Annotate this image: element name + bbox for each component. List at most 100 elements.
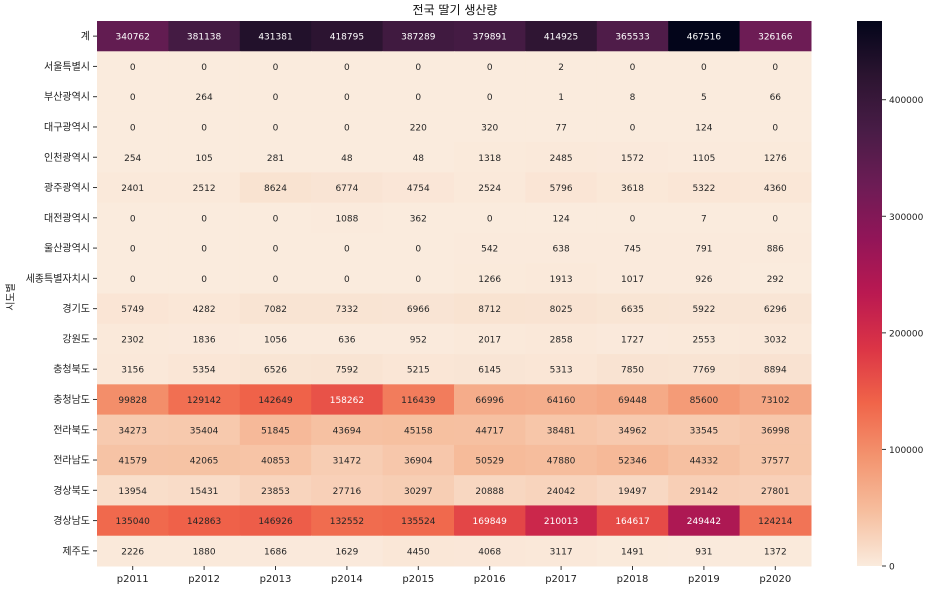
heatmap-cell xyxy=(311,535,384,567)
y-tick-label: 울산광역시 xyxy=(44,243,90,255)
heatmap-cell xyxy=(97,444,169,476)
colorbar-tick-label: 400000 xyxy=(889,96,924,106)
cell-value-label: 64160 xyxy=(547,396,576,406)
cell-value-label: 15431 xyxy=(190,487,219,497)
heatmap-cell xyxy=(311,354,384,385)
cell-value-label: 320 xyxy=(481,123,498,133)
cell-value-label: 7082 xyxy=(264,305,287,315)
heatmap-cell xyxy=(454,414,526,446)
cell-value-label: 1276 xyxy=(764,154,787,164)
y-tick-label: 세종특별자치시 xyxy=(26,273,90,285)
chart-title: 전국 딸기 생산량 xyxy=(413,3,498,17)
cell-value-label: 326166 xyxy=(758,33,793,43)
cell-value-label: 73102 xyxy=(761,396,790,406)
cell-value-label: 3117 xyxy=(550,547,573,557)
x-tick-labels: p2011 p2012 p2013 p2014 p2015 p2016 p2017 p2018… xyxy=(117,566,791,585)
cell-value-label: 264 xyxy=(196,93,213,103)
cell-value-label: 0 xyxy=(630,214,636,224)
cell-value-label: 4068 xyxy=(478,547,501,557)
heatmap-cell xyxy=(97,263,169,294)
heatmap-cell xyxy=(668,81,741,113)
cell-value-label: 3156 xyxy=(121,366,144,376)
heatmap-cell xyxy=(454,142,526,173)
heatmap-cell xyxy=(668,202,741,234)
heatmap-cell xyxy=(739,535,812,567)
heatmap-cell xyxy=(739,293,812,325)
heatmap-cell xyxy=(168,232,241,264)
cell-value-label: 77 xyxy=(555,123,566,133)
heatmap-cell xyxy=(596,384,669,416)
cell-value-label: 4754 xyxy=(407,184,430,194)
heatmap-cell xyxy=(739,475,812,506)
cell-value-label: 0 xyxy=(201,245,207,255)
cell-value-label: 1105 xyxy=(692,154,715,164)
cell-value-label: 431381 xyxy=(258,33,292,43)
cell-value-label: 2226 xyxy=(121,547,144,557)
cell-value-label: 13954 xyxy=(118,487,147,497)
heatmap-cell-labels: 340762 381138 431381 418795 387289 379891 4149… xyxy=(116,33,793,558)
heatmap-cell xyxy=(454,81,526,113)
cell-value-label: 3618 xyxy=(621,184,644,194)
cell-value-label: 0 xyxy=(201,275,207,285)
cell-value-label: 0 xyxy=(772,123,778,133)
heatmap-cell xyxy=(382,535,455,567)
cell-value-label: 0 xyxy=(415,245,421,255)
heatmap-cell xyxy=(525,21,598,52)
cell-value-label: 158262 xyxy=(330,396,364,406)
y-tick-label: 충청남도 xyxy=(53,394,90,406)
heatmap-cell xyxy=(668,293,741,325)
heatmap-cell xyxy=(311,505,384,537)
cell-value-label: 142649 xyxy=(258,396,293,406)
x-tick-label: p2012 xyxy=(188,574,220,585)
cell-value-label: 636 xyxy=(338,335,355,345)
cell-value-label: 38481 xyxy=(547,426,576,436)
cell-value-label: 0 xyxy=(201,214,207,224)
heatmap-cell xyxy=(525,202,598,234)
heatmap-cell xyxy=(668,263,741,294)
cell-value-label: 0 xyxy=(201,63,207,73)
heatmap-cell xyxy=(382,172,455,204)
heatmap-cell xyxy=(97,535,169,567)
cell-value-label: 66996 xyxy=(475,396,504,406)
cell-value-label: 1056 xyxy=(264,335,287,345)
cell-value-label: 2485 xyxy=(550,154,573,164)
heatmap-cell xyxy=(168,51,241,83)
y-tick-label: 부산광역시 xyxy=(44,91,90,103)
cell-value-label: 0 xyxy=(273,245,279,255)
cell-value-label: 0 xyxy=(772,63,778,73)
heatmap-cell xyxy=(596,232,669,264)
cell-value-label: 105 xyxy=(196,154,213,164)
x-tick-label: p2020 xyxy=(759,574,791,585)
heatmap-cell xyxy=(239,21,312,52)
heatmap-cell xyxy=(382,111,455,143)
cell-value-label: 0 xyxy=(344,275,350,285)
heatmap-cell xyxy=(168,172,241,204)
heatmap-cell xyxy=(454,51,526,83)
cell-value-label: 4360 xyxy=(764,184,787,194)
heatmap-cell xyxy=(382,444,455,476)
heatmap-cell xyxy=(739,142,812,173)
heatmap-cell xyxy=(97,505,169,537)
heatmap-cell xyxy=(382,323,455,355)
heatmap-cell xyxy=(739,111,812,143)
cell-value-label: 31472 xyxy=(333,457,362,467)
heatmap-cell xyxy=(97,202,169,234)
heatmap-cell xyxy=(311,475,384,506)
heatmap-cell xyxy=(525,354,598,385)
heatmap-cell xyxy=(311,111,384,143)
cell-value-label: 19497 xyxy=(618,487,647,497)
cell-value-label: 0 xyxy=(273,63,279,73)
cell-value-label: 281 xyxy=(267,154,284,164)
cell-value-label: 0 xyxy=(130,123,136,133)
heatmap-cell xyxy=(97,475,169,506)
heatmap-cell xyxy=(668,384,741,416)
heatmap-cell xyxy=(311,21,384,52)
cell-value-label: 48 xyxy=(341,154,353,164)
heatmap-cell xyxy=(668,323,741,355)
heatmap-cell xyxy=(97,21,169,52)
heatmap-cell xyxy=(454,384,526,416)
heatmap-cell xyxy=(239,414,312,446)
y-tick-label: 제주도 xyxy=(62,545,90,557)
x-tick-label: p2017 xyxy=(545,574,577,585)
cell-value-label: 0 xyxy=(273,275,279,285)
